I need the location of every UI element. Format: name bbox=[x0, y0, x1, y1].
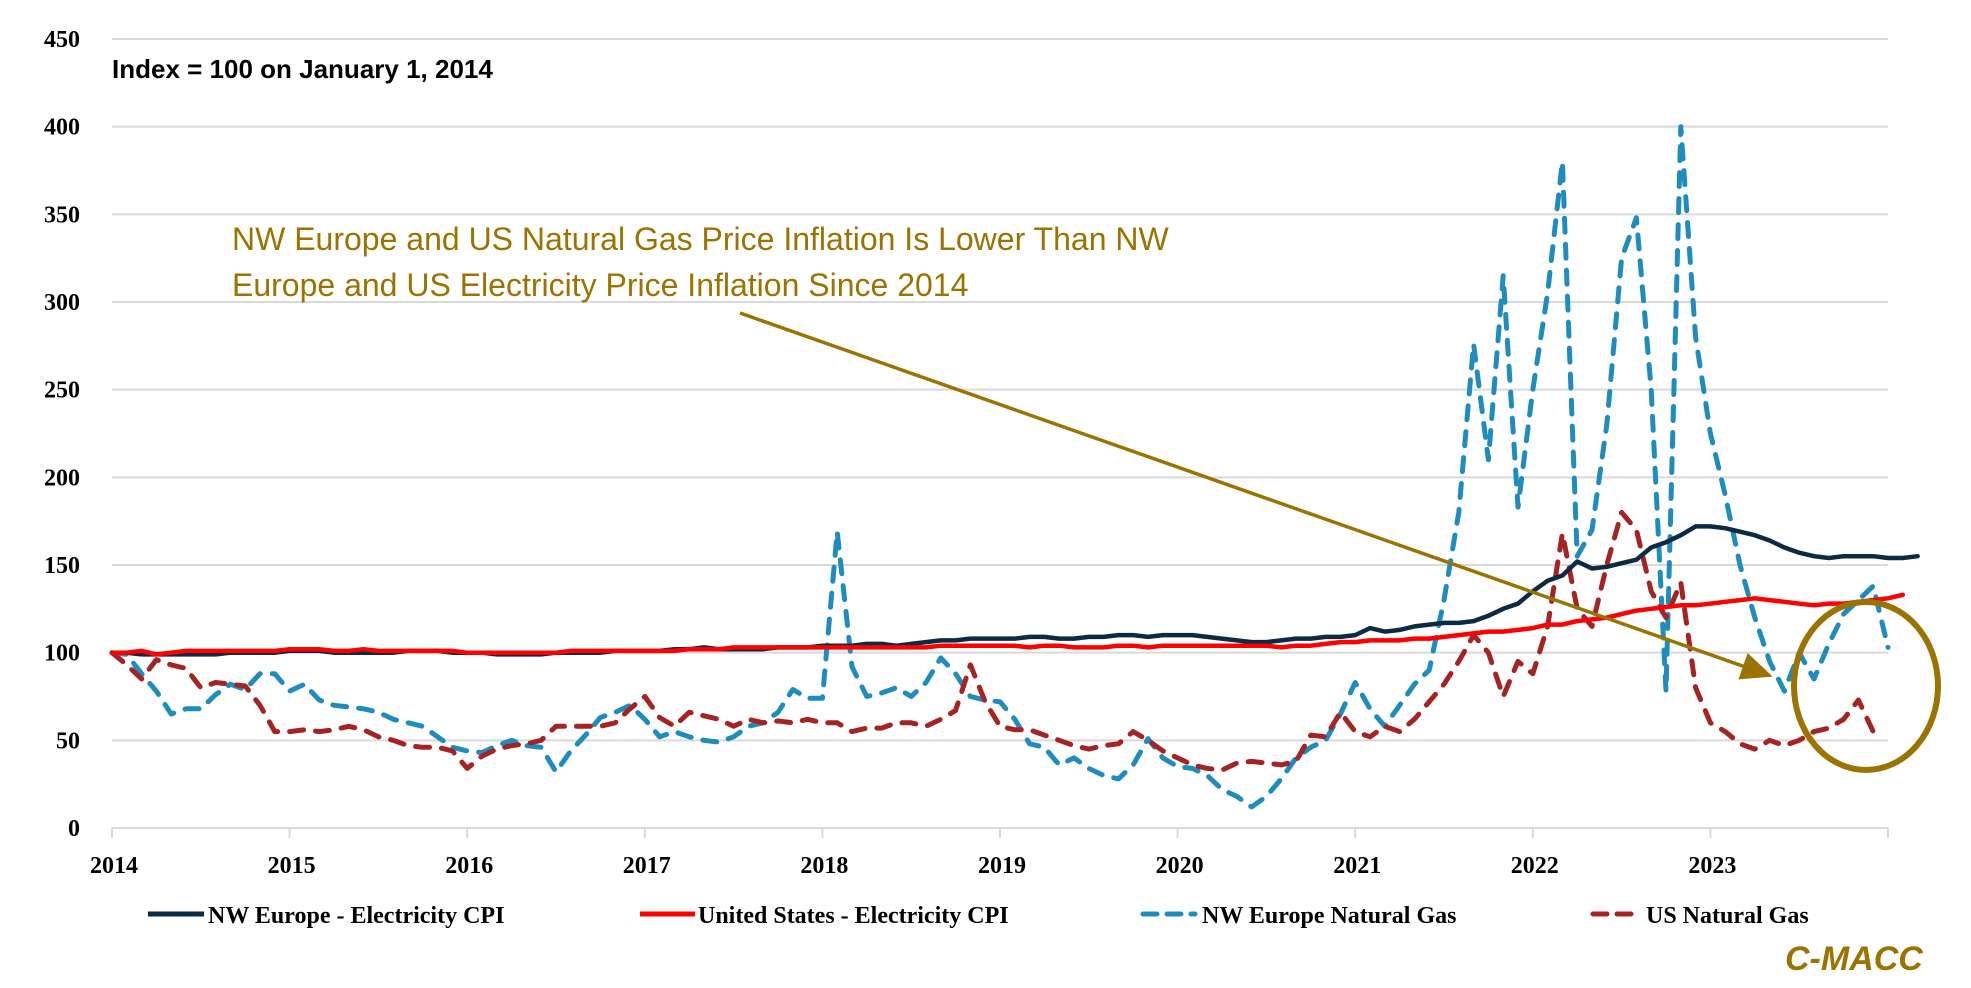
y-tick-label: 400 bbox=[44, 115, 80, 141]
x-tick-label: 2015 bbox=[268, 853, 316, 879]
annotation-text-line-1: NW Europe and US Natural Gas Price Infla… bbox=[232, 221, 1169, 257]
legend-item: NW Europe - Electricity CPI bbox=[148, 903, 504, 929]
y-tick-label: 250 bbox=[44, 378, 80, 404]
y-tick-label: 100 bbox=[44, 641, 80, 667]
x-tick-label: 2022 bbox=[1511, 853, 1559, 879]
y-tick-label: 150 bbox=[44, 553, 80, 579]
x-tick-label: 2017 bbox=[623, 853, 671, 879]
legend-label: NW Europe Natural Gas bbox=[1202, 903, 1456, 929]
series-line-united-states-electricity-cpi bbox=[109, 592, 1906, 657]
series-line-us-natural-gas bbox=[109, 509, 1876, 773]
y-tick-label: 300 bbox=[44, 290, 80, 316]
x-tick-label: 2019 bbox=[978, 853, 1026, 879]
legend-item: United States - Electricity CPI bbox=[640, 903, 1009, 929]
series-line-nw-europe-natural-gas bbox=[109, 124, 1891, 810]
legend: NW Europe - Electricity CPI United States… bbox=[148, 903, 1809, 929]
y-tick-label: 350 bbox=[44, 202, 80, 228]
grid-lines bbox=[112, 38, 1888, 829]
y-axis: 0 50 100 150 200 250 300 350 400 450 bbox=[44, 27, 80, 842]
chart-subtitle: Index = 100 on January 1, 2014 bbox=[112, 54, 493, 84]
y-tick-label: 450 bbox=[44, 27, 80, 53]
brand-logo: C-MACC bbox=[1785, 940, 1923, 978]
legend-label: US Natural Gas bbox=[1646, 903, 1809, 929]
legend-label: NW Europe - Electricity CPI bbox=[208, 903, 504, 929]
y-tick-label: 50 bbox=[56, 728, 80, 754]
highlight-ellipse bbox=[1791, 598, 1941, 773]
x-tick-label: 2018 bbox=[800, 853, 848, 879]
series-line-nw-europe-electricity-cpi bbox=[109, 524, 1920, 657]
y-tick-label: 200 bbox=[44, 465, 80, 491]
legend-item: US Natural Gas bbox=[1590, 903, 1809, 929]
x-tick-label: 2021 bbox=[1333, 853, 1381, 879]
y-tick-label: 0 bbox=[68, 816, 80, 842]
x-tick-label: 2016 bbox=[445, 853, 493, 879]
annotation-arrow bbox=[739, 311, 1773, 680]
annotation-group: NW Europe and US Natural Gas Price Infla… bbox=[232, 221, 1941, 773]
x-axis: 2014 2015 2016 2017 2018 2019 2020 2021 2022 2023 bbox=[90, 828, 1889, 879]
x-tick-label: 2014 bbox=[90, 853, 138, 879]
x-tick-label: 2020 bbox=[1156, 853, 1204, 879]
legend-item: NW Europe Natural Gas bbox=[1140, 903, 1456, 929]
x-tick-label: 2023 bbox=[1688, 853, 1736, 879]
annotation-text-line-2: Europe and US Electricity Price Inflatio… bbox=[232, 267, 968, 303]
legend-label: United States - Electricity CPI bbox=[698, 903, 1009, 929]
